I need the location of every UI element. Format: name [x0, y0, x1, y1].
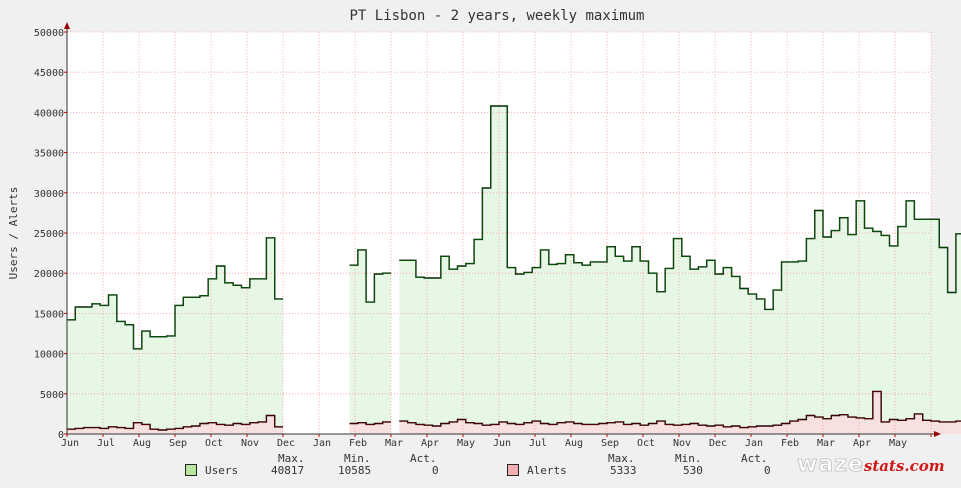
y-tick-label: 0 [58, 430, 64, 441]
alerts-max-header: Max. [608, 452, 635, 465]
x-tick-label: Feb [349, 438, 367, 449]
users-act-header: Act. [410, 452, 437, 465]
x-tick-label: Sep [601, 438, 619, 449]
x-tick-label: Oct [637, 438, 655, 449]
x-tick-label: Mar [817, 438, 835, 449]
wazestats-logo[interactable]: wazestats.com [797, 452, 945, 478]
y-tick-label: 35000 [34, 149, 64, 160]
x-tick-label: Nov [241, 438, 259, 449]
alerts-legend-label: Alerts [527, 464, 567, 477]
alerts-legend-swatch [507, 464, 519, 476]
users-area-segment [349, 249, 391, 434]
users-legend-swatch [185, 464, 197, 476]
x-tick-label: Dec [709, 438, 727, 449]
users-legend-label: Users [205, 464, 239, 477]
series-lines [67, 105, 961, 431]
users-series-line-inner [399, 105, 961, 310]
alerts-act-value: 0 [764, 464, 771, 477]
y-tick-label: 30000 [34, 189, 64, 200]
alerts-series-line-inner [399, 391, 961, 428]
users-act-value: 0 [432, 464, 439, 477]
users-min-header: Min. [344, 452, 371, 465]
alerts-max-value: 5333 [610, 464, 637, 477]
x-tick-label: Nov [673, 438, 691, 449]
users-max-header: Max. [278, 452, 305, 465]
grid-lines [67, 31, 932, 434]
y-tick-label: 5000 [40, 390, 64, 401]
y-tick-label: 50000 [34, 28, 64, 39]
x-tick-label: Apr [421, 438, 439, 449]
users-area-segment [399, 106, 961, 434]
y-tick-label: 10000 [34, 350, 64, 361]
chart-title: PT Lisbon - 2 years, weekly maximum [349, 8, 644, 24]
alerts-series-line-inner [67, 415, 283, 431]
x-tick-label: Feb [781, 438, 799, 449]
alerts-series-line-inner [349, 421, 391, 425]
y-tick-label: 25000 [34, 229, 64, 240]
users-max-value: 40817 [271, 464, 305, 477]
tick-labels: 0 5000 10000 15000 20000 25000 30000 35000 40000… [34, 28, 907, 449]
x-tick-label: May [457, 438, 475, 449]
x-tick-label: Sep [169, 438, 187, 449]
alerts-area-segment [399, 391, 961, 434]
x-tick-label: Jun [61, 438, 79, 449]
users-min-value: 10585 [338, 464, 372, 477]
logo-waze-text: waze [797, 452, 864, 478]
alerts-area-segment [67, 415, 283, 434]
users-series-line-inner [67, 237, 283, 350]
alerts-min-value: 530 [683, 464, 703, 477]
x-tick-label: Mar [385, 438, 403, 449]
x-tick-label: Jun [493, 438, 511, 449]
x-tick-label: Aug [133, 438, 151, 449]
x-tick-label: Aug [565, 438, 583, 449]
x-tick-label: Jul [529, 438, 547, 449]
x-axis-arrow [934, 431, 941, 437]
y-tick-label: 45000 [34, 68, 64, 79]
x-tick-label: Oct [205, 438, 223, 449]
x-tick-label: Jul [97, 438, 115, 449]
x-tick-label: Jan [745, 438, 763, 449]
axes [64, 22, 941, 437]
y-tick-label: 15000 [34, 309, 64, 320]
users-series-line-inner [349, 249, 391, 303]
x-tick-label: Apr [853, 438, 871, 449]
alerts-area-segment [349, 421, 391, 434]
y-axis-label: Users / Alerts [7, 187, 20, 280]
x-tick-label: Dec [277, 438, 295, 449]
alerts-min-header: Min. [675, 452, 702, 465]
logo-stats-text: stats.com [863, 457, 945, 475]
y-tick-label: 40000 [34, 108, 64, 119]
y-tick-label: 20000 [34, 269, 64, 280]
y-axis-arrow [64, 22, 70, 29]
alerts-act-header: Act. [741, 452, 768, 465]
x-tick-label: Jan [313, 438, 331, 449]
x-tick-label: May [889, 438, 907, 449]
